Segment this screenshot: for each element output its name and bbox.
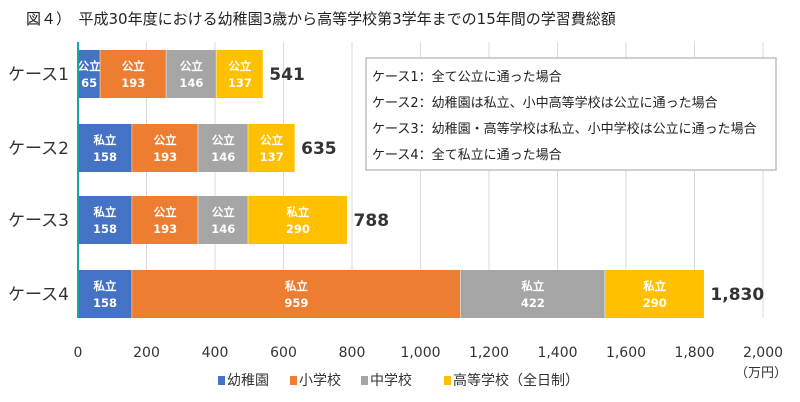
segment-type-label: 私立 (94, 205, 117, 219)
segment-value-label: 193 (121, 76, 145, 90)
segment-type-label: 公立 (228, 59, 251, 73)
legend-swatch (361, 376, 368, 385)
note-text: ケース3：幼稚園・高等学校は私立、小中学校は公立に通った場合 (372, 121, 757, 137)
category-label: ケース4 (8, 285, 69, 305)
bar-segment (132, 270, 461, 318)
x-tick-label: 1,600 (606, 345, 646, 361)
category-labels: ケース1 ケース2 ケース3 ケース4 (8, 65, 69, 305)
segment-value-label: 158 (93, 150, 117, 164)
bar-total-label: 1,830 (710, 285, 764, 305)
segment-type-label: 公立 (212, 205, 235, 219)
category-label: ケース1 (8, 65, 69, 85)
segment-value-label: 422 (521, 296, 545, 310)
segment-value-label: 146 (211, 150, 235, 164)
bar-segment (132, 196, 199, 244)
segment-value-label: 290 (643, 296, 667, 310)
segment-value-label: 158 (93, 222, 117, 236)
segment-value-label: 146 (211, 222, 235, 236)
bar-segment (460, 270, 606, 318)
x-tick-label: 200 (133, 345, 160, 361)
segment-type-label: 公立 (212, 133, 235, 147)
legend-label: 幼稚園 (227, 373, 269, 389)
segment-value-label: 193 (153, 150, 177, 164)
segment-type-label: 公立 (122, 59, 145, 73)
notes-frame (365, 57, 777, 171)
x-tick-label: 600 (270, 345, 297, 361)
segment-value-label: 193 (153, 222, 177, 236)
segment-type-label: 公立 (180, 59, 203, 73)
bar-total-label: 541 (269, 65, 305, 85)
bar-segment (78, 124, 133, 172)
segment-value-label: 158 (93, 296, 117, 310)
x-tick-label: 400 (202, 345, 229, 361)
legend-label: 高等学校（全日制） (453, 372, 579, 389)
note-text: ケース2：幼稚園は私立、小中高等学校は公立に通った場合 (372, 95, 718, 111)
bar-segment (216, 50, 264, 98)
legend-swatch (444, 376, 451, 385)
bar-segment (78, 270, 133, 318)
segment-value-label: 290 (286, 222, 310, 236)
bar-total-label: 788 (354, 211, 390, 231)
legend-swatch (290, 376, 297, 385)
segment-type-label: 私立 (286, 205, 309, 219)
x-tick-label: 0 (74, 345, 83, 361)
segment-type-label: 私立 (643, 279, 666, 293)
segment-value-label: 959 (284, 296, 308, 310)
bars: 公立 65 公立 193 公立 146 公立 137 541 私立 158 公立 193 公立 146 公立 1… (78, 50, 764, 318)
segment-type-label: 私立 (94, 279, 117, 293)
segment-value-label: 65 (81, 76, 97, 90)
bar-total-label: 635 (301, 139, 337, 159)
chart-title: 図４） 平成30年度における幼稚園3歳から高等学校第3学年までの15年間の学習費… (26, 10, 616, 28)
segment-type-label: 私立 (285, 279, 308, 293)
category-label: ケース3 (8, 211, 69, 231)
legend-label: 中学校 (370, 372, 412, 389)
bar-segment (78, 50, 101, 98)
notes-box: ケース1：全て公立に通った場合ケース2：幼稚園は私立、小中高等学校は公立に通った… (365, 57, 777, 171)
segment-value-label: 137 (228, 76, 252, 90)
legend-swatch (218, 376, 225, 385)
note-text: ケース1：全て公立に通った場合 (372, 69, 562, 85)
category-label: ケース2 (8, 139, 69, 159)
x-tick-label: 800 (339, 345, 366, 361)
segment-type-label: 公立 (154, 133, 177, 147)
bar-segment (78, 196, 133, 244)
bar-segment (100, 50, 167, 98)
segment-type-label: 公立 (154, 205, 177, 219)
segment-type-label: 公立 (78, 59, 101, 73)
bar-segment (198, 196, 249, 244)
x-unit-label: （万円） (735, 366, 787, 381)
segment-value-label: 146 (179, 76, 203, 90)
segment-type-label: 私立 (94, 133, 117, 147)
x-tick-label: 1,800 (674, 345, 714, 361)
bar-segment (248, 124, 296, 172)
x-tick-label: 1,000 (400, 345, 440, 361)
x-tick-label: 2,000 (743, 345, 783, 361)
bar-segment (248, 196, 348, 244)
note-text: ケース4：全て私立に通った場合 (372, 147, 562, 163)
bar-segment (198, 124, 249, 172)
segment-type-label: 私立 (521, 279, 544, 293)
x-axis: 0 200 400 600 800 1,000 1,200 1,400 1,600 1,800 2,… (74, 42, 787, 381)
bar-segment (166, 50, 217, 98)
segment-value-label: 137 (260, 150, 284, 164)
bar-segment (605, 270, 705, 318)
segment-type-label: 公立 (260, 133, 283, 147)
legend-label: 小学校 (299, 372, 341, 389)
x-tick-label: 1,400 (537, 345, 577, 361)
bar-segment (132, 124, 199, 172)
legend: 幼稚園 小学校 中学校 高等学校（全日制） (218, 372, 579, 389)
x-tick-label: 1,200 (469, 345, 509, 361)
